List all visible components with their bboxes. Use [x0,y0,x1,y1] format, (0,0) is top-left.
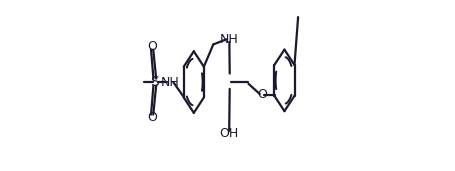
Text: S: S [150,75,159,89]
Text: O: O [256,88,266,101]
Text: O: O [147,111,157,124]
Text: O: O [147,40,157,53]
Text: NH: NH [219,33,238,46]
Text: NH: NH [161,76,179,89]
Text: OH: OH [219,127,238,140]
